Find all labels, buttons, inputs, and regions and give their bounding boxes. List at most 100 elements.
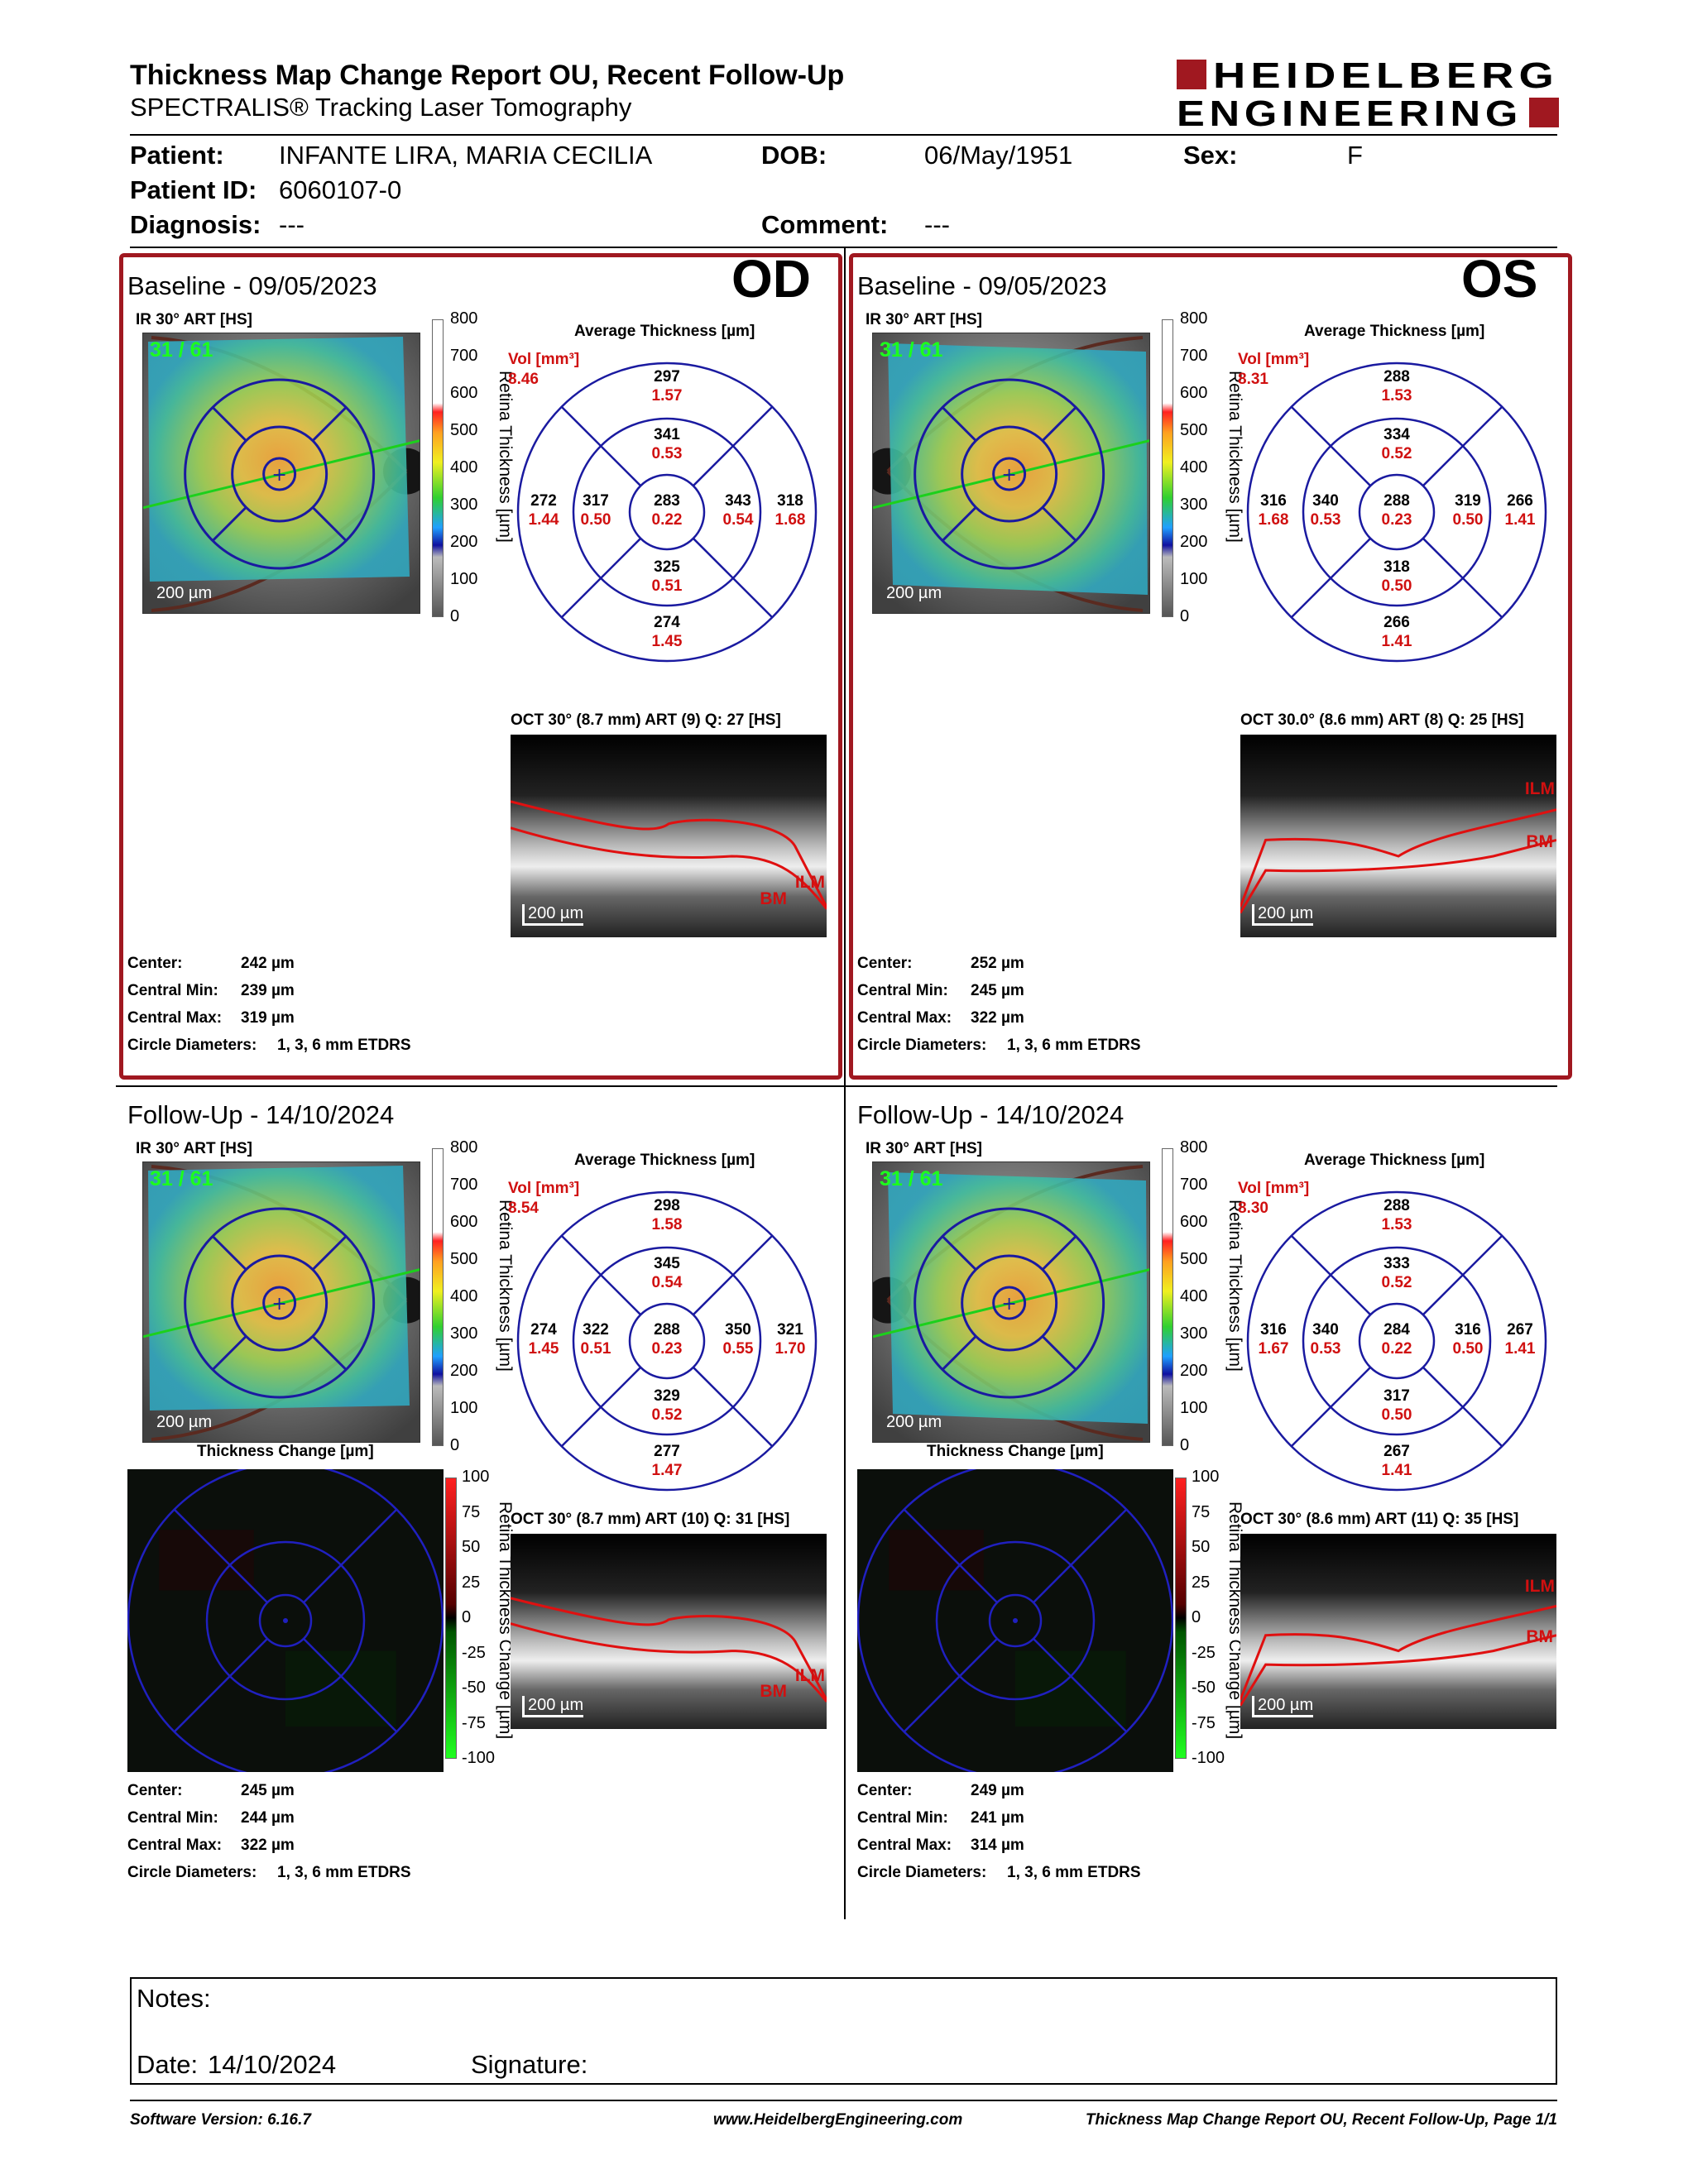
tick-label: 0 (1180, 1436, 1190, 1454)
scale-bar-label: 200 µm (156, 584, 213, 602)
avg-thickness-label: Average Thickness [µm] (1304, 1152, 1485, 1169)
svg-text:+: + (271, 465, 286, 486)
notes-label: Notes: (137, 1984, 211, 2013)
scale-bar-label: 200 µm (1252, 1696, 1314, 1717)
ilm-label: ILM (1524, 778, 1555, 798)
stat-value-center: 245 µm (241, 1782, 295, 1799)
diagnosis-label: Diagnosis: (130, 210, 261, 239)
stat-value-max: 322 µm (241, 1837, 295, 1854)
thickness-colorbar (432, 319, 444, 617)
etdrs-thickness-ii: 318 (1383, 558, 1410, 576)
vol-value: 8.54 (508, 1200, 539, 1217)
tick-label: 100 (450, 1399, 478, 1417)
oct-label: OCT 30° (8.6 mm) ART (11) Q: 35 [HS] (1240, 1511, 1519, 1528)
stat-value-circ: 1, 3, 6 mm ETDRS (277, 1037, 411, 1054)
etdrs-volume-ro: 1.41 (1504, 1340, 1536, 1358)
tick-label: -100 (1192, 1749, 1225, 1767)
avg-thickness-label: Average Thickness [µm] (1304, 323, 1485, 340)
etdrs-thickness-ro: 266 (1507, 492, 1533, 510)
ilm-label: ILM (1524, 1576, 1555, 1596)
etdrs-thickness-c: 283 (654, 492, 680, 510)
patient-id: 6060107-0 (279, 175, 402, 204)
etdrs-thickness-is: 341 (654, 426, 680, 443)
stat-label: Center: (127, 1782, 183, 1799)
tick-label: 75 (462, 1502, 481, 1521)
tick-label: 700 (1180, 347, 1208, 365)
dob-label: DOB: (761, 141, 827, 170)
tick-label: 0 (450, 607, 460, 625)
etdrs-thickness-ii: 325 (654, 558, 680, 576)
tick-label: 0 (1192, 1608, 1201, 1626)
stat-label: Central Max: (127, 1837, 223, 1854)
etdrs-thickness-ro: 318 (777, 492, 803, 510)
tick-label: -75 (462, 1713, 486, 1732)
stat-value-circ: 1, 3, 6 mm ETDRS (1007, 1037, 1141, 1054)
os-baseline-frame (849, 253, 1572, 1080)
tick-label: 200 (450, 533, 478, 551)
oct-label: OCT 30.0° (8.6 mm) ART (8) Q: 25 [HS] (1240, 711, 1524, 729)
stat-label: Central Max: (857, 1009, 952, 1027)
etdrs-thickness-is: 334 (1383, 426, 1410, 443)
etdrs-thickness-lo: 316 (1260, 1321, 1287, 1339)
etdrs-thickness-c: 284 (1383, 1321, 1410, 1339)
tick-label: 500 (450, 1250, 478, 1268)
tick-label: 200 (1180, 533, 1208, 551)
tick-label: -25 (1192, 1643, 1216, 1662)
etdrs-volume-ro: 1.68 (774, 511, 806, 529)
avg-thickness-label: Average Thickness [µm] (574, 323, 755, 340)
footer-page: Thickness Map Change Report OU, Recent F… (1085, 2111, 1557, 2129)
etdrs-thickness-lo: 274 (530, 1321, 557, 1339)
etdrs-volume-is: 0.53 (651, 445, 683, 462)
etdrs-volume-oi: 1.45 (651, 633, 683, 650)
vol-label: Vol [mm³] (1238, 351, 1310, 368)
etdrs-thickness-os: 288 (1383, 1197, 1410, 1214)
etdrs-volume-li: 0.51 (580, 1340, 611, 1358)
etdrs-thickness-is: 345 (654, 1255, 680, 1272)
frame-count: 31 / 61 (880, 338, 943, 362)
etdrs-volume-oi: 1.41 (1381, 1462, 1412, 1479)
frame-count: 31 / 61 (880, 1167, 943, 1190)
ir-label: IR 30° ART [HS] (866, 311, 982, 328)
tick-label: 300 (1180, 1324, 1208, 1343)
stats-block: Center: 245 µm Central Min: 244 µm Central M… (127, 1782, 411, 1891)
tick-label: -50 (462, 1679, 486, 1697)
etdrs-volume-os: 1.53 (1381, 1216, 1412, 1233)
panel-title: Baseline - 09/05/2023 (857, 271, 1107, 300)
od-baseline-frame (119, 253, 842, 1080)
stat-value-min: 239 µm (241, 982, 295, 999)
etdrs-thickness-os: 297 (654, 368, 680, 386)
etdrs-volume-c: 0.23 (1381, 511, 1412, 529)
comment-value: --- (924, 210, 950, 239)
change-map-title: Thickness Change [µm] (927, 1443, 1104, 1460)
patient-name: INFANTE LIRA, MARIA CECILIA (279, 141, 653, 170)
vol-label: Vol [mm³] (508, 351, 580, 368)
thickness-colorbar (432, 1148, 444, 1446)
etdrs-volume-oi: 1.41 (1381, 633, 1412, 650)
tick-label: 50 (462, 1538, 481, 1556)
tick-label: 0 (1180, 607, 1190, 625)
stat-label: Center: (857, 1782, 913, 1799)
stat-label: Central Min: (857, 1809, 948, 1827)
patient-id-label: Patient ID: (130, 175, 257, 204)
thickness-colorbar (1162, 319, 1173, 617)
svg-text:+: + (271, 1294, 286, 1315)
ir-label: IR 30° ART [HS] (136, 1140, 252, 1157)
etdrs-thickness-lo: 316 (1260, 492, 1287, 510)
sex-value: F (1347, 141, 1363, 170)
etdrs-thickness-ri: 350 (725, 1321, 751, 1339)
tick-label: -25 (462, 1643, 486, 1662)
vol-value: 8.31 (1238, 371, 1268, 388)
report-subtitle: SPECTRALIS® Tracking Laser Tomography (130, 93, 632, 122)
tick-label: 100 (1180, 570, 1208, 588)
stats-block: Center: 249 µm Central Min: 241 µm Central M… (857, 1782, 1141, 1891)
tick-label: 300 (450, 1324, 478, 1343)
scale-bar-label: 200 µm (886, 584, 942, 602)
stat-value-min: 245 µm (971, 982, 1024, 999)
change-ticks: 100 75 50 25 0 -25 -50 -75 -100 (462, 1468, 511, 1767)
tick-label: 100 (1192, 1468, 1220, 1486)
etdrs-thickness-oi: 266 (1383, 614, 1410, 631)
footer-url[interactable]: www.HeidelbergEngineering.com (713, 2111, 963, 2129)
oct-image-od-fu: 200 µm ILM BM (511, 1534, 827, 1729)
etdrs-volume-ri: 0.50 (1452, 1340, 1484, 1358)
etdrs-volume-is: 0.52 (1381, 445, 1412, 462)
